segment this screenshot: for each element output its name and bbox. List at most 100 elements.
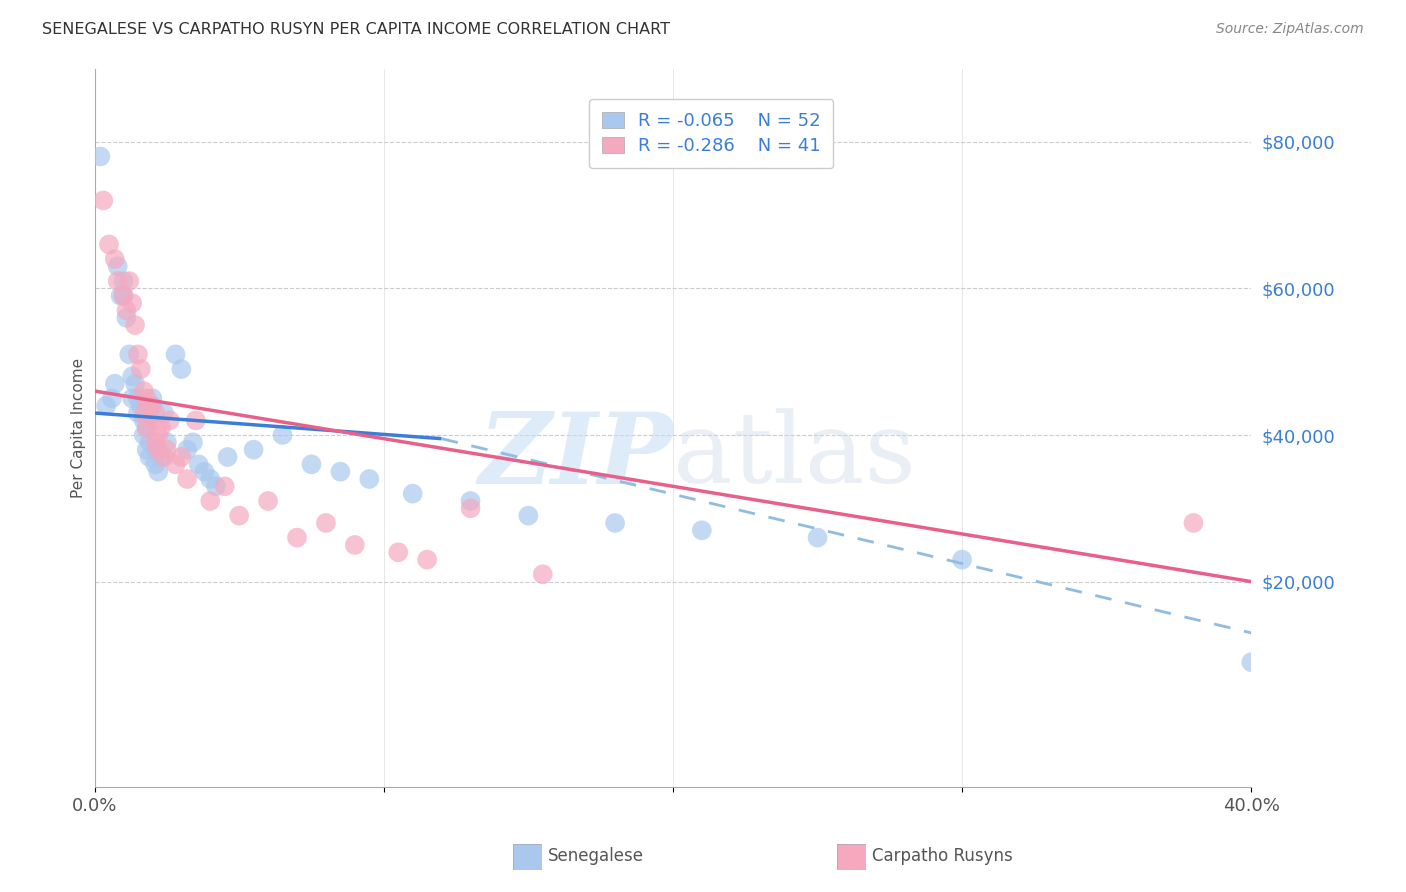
Point bbox=[343, 538, 366, 552]
Point bbox=[200, 494, 222, 508]
Point bbox=[148, 428, 170, 442]
Point bbox=[121, 369, 143, 384]
Point bbox=[603, 516, 626, 530]
Point bbox=[107, 260, 129, 274]
Point bbox=[138, 399, 160, 413]
Point bbox=[143, 458, 166, 472]
Point bbox=[153, 450, 176, 464]
Point bbox=[89, 149, 111, 163]
Point bbox=[112, 274, 135, 288]
Point bbox=[143, 435, 166, 450]
Point bbox=[118, 347, 141, 361]
Point bbox=[1240, 655, 1263, 669]
Point bbox=[242, 442, 264, 457]
Point bbox=[228, 508, 250, 523]
Point bbox=[135, 442, 157, 457]
Point bbox=[132, 384, 155, 398]
Text: Source: ZipAtlas.com: Source: ZipAtlas.com bbox=[1216, 22, 1364, 37]
Point bbox=[285, 531, 308, 545]
Point bbox=[214, 479, 236, 493]
Point bbox=[176, 472, 198, 486]
Point bbox=[141, 413, 163, 427]
Point bbox=[118, 274, 141, 288]
Text: ZIP: ZIP bbox=[478, 409, 673, 505]
Point bbox=[517, 508, 540, 523]
Point bbox=[135, 420, 157, 434]
Text: atlas: atlas bbox=[673, 409, 915, 504]
Point bbox=[181, 435, 204, 450]
Point bbox=[150, 420, 173, 434]
Point bbox=[315, 516, 337, 530]
Point bbox=[187, 458, 209, 472]
Point bbox=[143, 406, 166, 420]
Point bbox=[402, 486, 425, 500]
Point bbox=[193, 465, 215, 479]
Point bbox=[359, 472, 381, 486]
Point bbox=[107, 274, 129, 288]
Text: Senegalese: Senegalese bbox=[548, 847, 644, 865]
Point bbox=[257, 494, 280, 508]
Point bbox=[531, 567, 554, 582]
Point bbox=[132, 413, 155, 427]
Point bbox=[271, 428, 294, 442]
Point bbox=[165, 347, 187, 361]
Point bbox=[200, 472, 222, 486]
Point bbox=[112, 289, 135, 303]
Point bbox=[135, 420, 157, 434]
Text: SENEGALESE VS CARPATHO RUSYN PER CAPITA INCOME CORRELATION CHART: SENEGALESE VS CARPATHO RUSYN PER CAPITA … bbox=[42, 22, 671, 37]
Text: Carpatho Rusyns: Carpatho Rusyns bbox=[872, 847, 1012, 865]
Point bbox=[150, 450, 173, 464]
Point bbox=[143, 442, 166, 457]
Point bbox=[165, 458, 187, 472]
Point bbox=[141, 399, 163, 413]
Point bbox=[148, 442, 170, 457]
Point bbox=[460, 494, 482, 508]
Point bbox=[387, 545, 409, 559]
Point bbox=[124, 376, 146, 391]
Point bbox=[127, 392, 149, 406]
Point bbox=[101, 392, 124, 406]
Point bbox=[132, 406, 155, 420]
Point bbox=[129, 362, 152, 376]
Point bbox=[104, 376, 127, 391]
Point bbox=[127, 406, 149, 420]
Point bbox=[94, 399, 117, 413]
Point bbox=[329, 465, 352, 479]
Point bbox=[132, 428, 155, 442]
Point bbox=[806, 531, 828, 545]
Point bbox=[950, 552, 973, 566]
Point bbox=[170, 450, 193, 464]
Point bbox=[153, 406, 176, 420]
Point bbox=[110, 289, 132, 303]
Point bbox=[460, 501, 482, 516]
Point bbox=[129, 399, 152, 413]
Point bbox=[138, 450, 160, 464]
Point bbox=[1182, 516, 1205, 530]
Point bbox=[127, 347, 149, 361]
Point bbox=[115, 310, 138, 325]
Point bbox=[135, 392, 157, 406]
Point bbox=[176, 442, 198, 457]
Point bbox=[121, 392, 143, 406]
Point bbox=[141, 392, 163, 406]
Point bbox=[159, 413, 181, 427]
Point bbox=[138, 435, 160, 450]
Point bbox=[184, 413, 207, 427]
Point bbox=[112, 289, 135, 303]
Point bbox=[205, 479, 228, 493]
Point bbox=[156, 435, 179, 450]
Point bbox=[98, 237, 121, 252]
Point bbox=[91, 194, 114, 208]
Point bbox=[115, 303, 138, 318]
Point bbox=[416, 552, 439, 566]
Y-axis label: Per Capita Income: Per Capita Income bbox=[72, 358, 86, 498]
Legend: R = -0.065    N = 52, R = -0.286    N = 41: R = -0.065 N = 52, R = -0.286 N = 41 bbox=[589, 99, 834, 168]
Point bbox=[690, 524, 713, 538]
Point bbox=[156, 442, 179, 457]
Point bbox=[124, 318, 146, 332]
Point bbox=[217, 450, 239, 464]
Point bbox=[170, 362, 193, 376]
Point bbox=[121, 296, 143, 310]
Point bbox=[148, 465, 170, 479]
Point bbox=[301, 458, 323, 472]
